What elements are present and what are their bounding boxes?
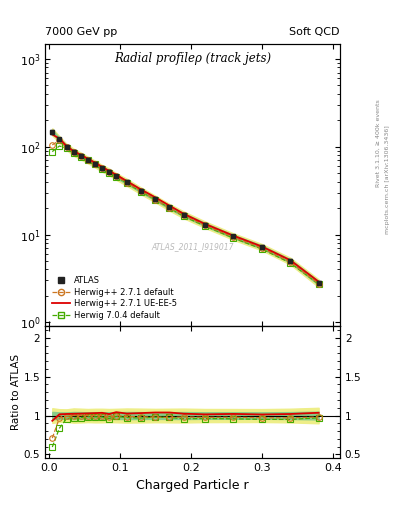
- X-axis label: Charged Particle r: Charged Particle r: [136, 479, 249, 492]
- Text: Soft QCD: Soft QCD: [290, 27, 340, 37]
- Y-axis label: Ratio to ATLAS: Ratio to ATLAS: [11, 354, 21, 430]
- Text: ATLAS_2011_I919017: ATLAS_2011_I919017: [151, 243, 234, 251]
- Text: 7000 GeV pp: 7000 GeV pp: [45, 27, 118, 37]
- Text: Radial profileρ (track jets): Radial profileρ (track jets): [114, 52, 271, 65]
- Text: mcplots.cern.ch [arXiv:1306.3436]: mcplots.cern.ch [arXiv:1306.3436]: [385, 125, 389, 233]
- Legend: ATLAS, Herwig++ 2.7.1 default, Herwig++ 2.7.1 UE-EE-5, Herwig 7.0.4 default: ATLAS, Herwig++ 2.7.1 default, Herwig++ …: [50, 273, 180, 322]
- Text: Rivet 3.1.10, ≥ 400k events: Rivet 3.1.10, ≥ 400k events: [376, 99, 380, 187]
